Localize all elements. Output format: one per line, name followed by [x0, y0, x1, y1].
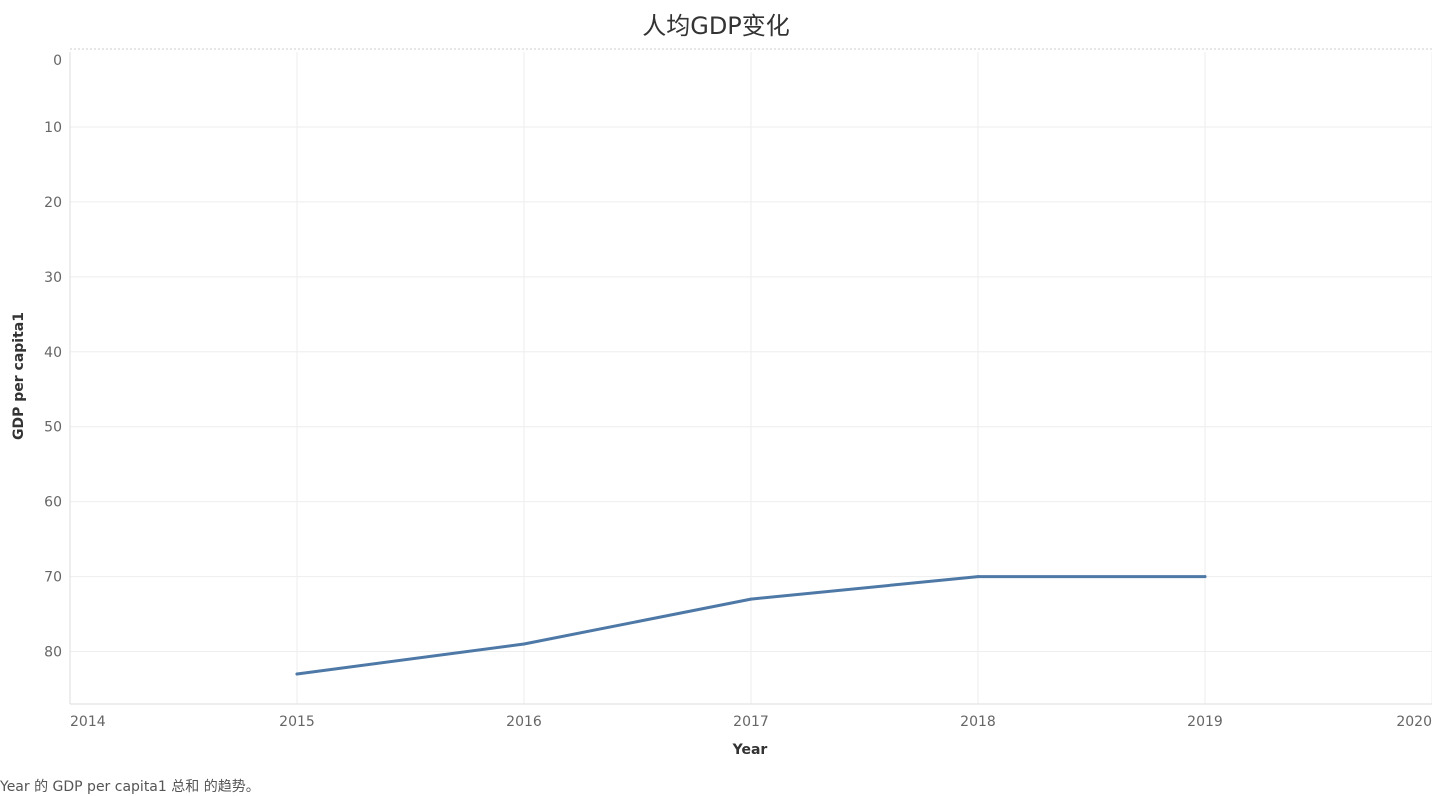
y-tick-label: 70	[44, 570, 62, 586]
line-chart: 2014 2015 2016 2017 2018 2019 2020 0 10 20 30 40 50 6…	[11, 48, 1432, 758]
y-tick-label: 20	[44, 195, 62, 211]
x-tick-label: 2018	[960, 714, 996, 730]
x-tick-label: 2019	[1187, 714, 1223, 730]
y-tick-label: 80	[44, 645, 62, 661]
y-tick-label: 50	[44, 420, 62, 436]
x-tick-label: 2017	[733, 714, 769, 730]
y-tick-label: 60	[44, 495, 62, 511]
data-point	[295, 672, 299, 676]
chart-caption: Year 的 GDP per capita1 总和 的趋势。	[0, 779, 260, 795]
x-tick-label: 2014	[70, 714, 106, 730]
y-tick-label: 10	[44, 120, 62, 136]
chart-title: 人均GDP变化	[642, 12, 790, 40]
x-tick-label: 2016	[506, 714, 542, 730]
data-point	[1203, 575, 1207, 579]
data-point	[749, 597, 753, 601]
data-point	[976, 575, 980, 579]
axes	[69, 52, 1432, 705]
y-tick-label: 30	[44, 270, 62, 286]
y-axis-title: GDP per capita1	[11, 312, 27, 440]
y-tick-label: 0	[53, 53, 62, 69]
tick-labels: 2014 2015 2016 2017 2018 2019 2020 0 10 20 30 40 50 6…	[44, 53, 1432, 730]
gridlines	[69, 52, 1432, 704]
series-layer	[295, 575, 1207, 676]
x-tick-label: 2015	[279, 714, 315, 730]
y-tick-label: 40	[44, 345, 62, 361]
x-axis-title: Year	[732, 742, 768, 758]
x-tick-label: 2020	[1396, 714, 1432, 730]
data-point	[522, 642, 526, 646]
